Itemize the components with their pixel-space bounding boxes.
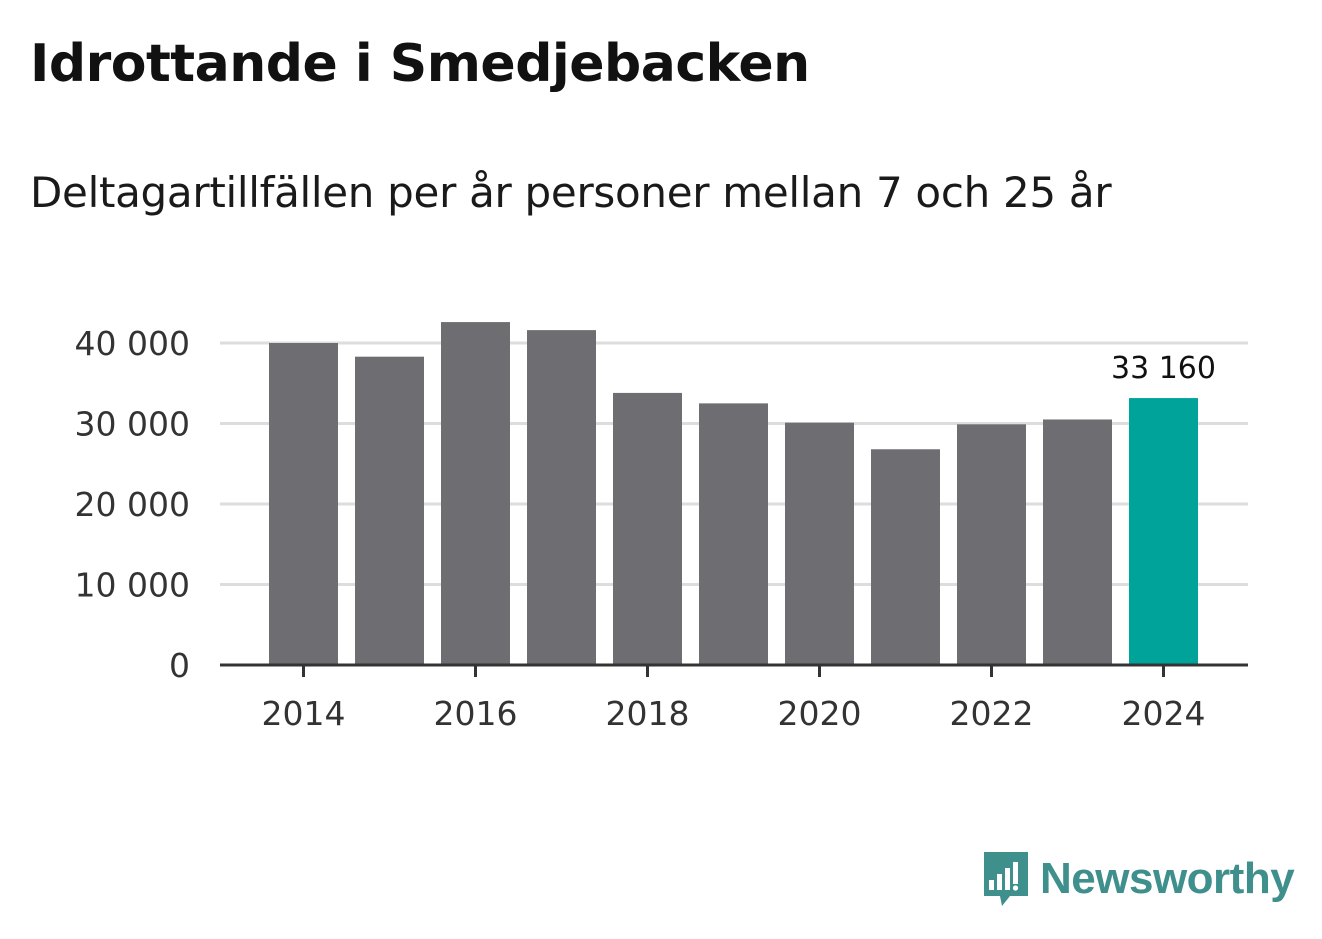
x-tick-label: 2022 [950, 694, 1034, 733]
bar-2023 [1043, 419, 1112, 665]
y-tick-label: 10 000 [75, 566, 190, 605]
y-tick-label: 40 000 [75, 324, 190, 363]
y-tick-label: 30 000 [75, 405, 190, 444]
y-tick-label: 20 000 [75, 485, 190, 524]
x-tick-label: 2018 [606, 694, 690, 733]
newsworthy-logo-icon [984, 852, 1028, 906]
bar-2019 [699, 403, 768, 665]
x-tick-label: 2020 [778, 694, 862, 733]
chart-title: Idrottande i Smedjebacken [30, 34, 810, 94]
newsworthy-logo: Newsworthy [980, 848, 1295, 910]
x-tick-label: 2024 [1122, 694, 1206, 733]
data-label-2024: 33 160 [1111, 351, 1216, 386]
x-tick-label: 2014 [262, 694, 346, 733]
chart-subtitle: Deltagartillfällen per år personer mella… [30, 168, 1112, 217]
y-tick-label: 0 [169, 646, 190, 685]
bar-2016 [441, 322, 510, 665]
bar-2021 [871, 449, 940, 665]
bar-2017 [527, 330, 596, 665]
newsworthy-logo-text: Newsworthy [1040, 854, 1295, 903]
bar-2022 [957, 424, 1026, 665]
bar-2018 [613, 392, 682, 665]
x-tick-label: 2016 [434, 694, 518, 733]
bar-2020 [785, 422, 854, 665]
bar-2014 [269, 343, 338, 665]
bar-2015 [355, 356, 424, 665]
bar-2024 [1129, 398, 1198, 665]
